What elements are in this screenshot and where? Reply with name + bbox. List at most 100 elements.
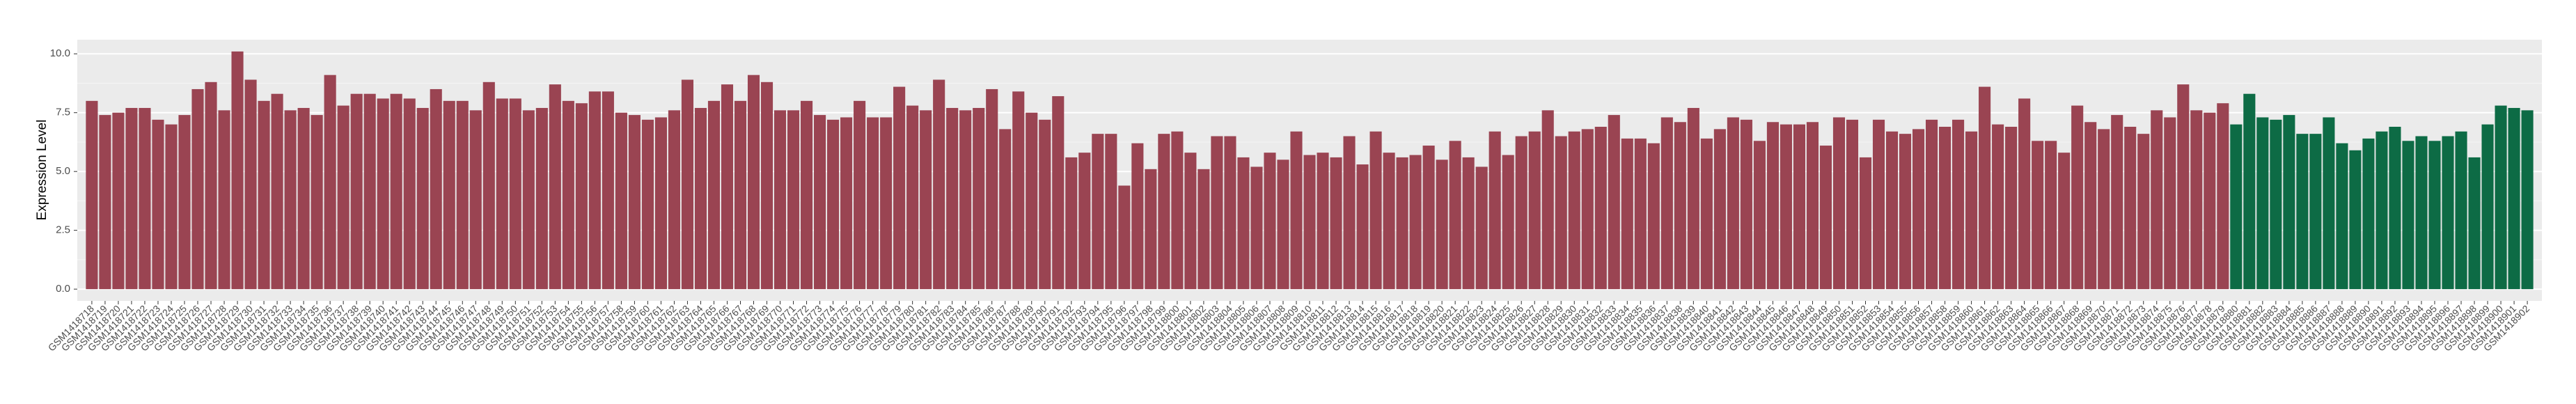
bar bbox=[2323, 117, 2335, 290]
bar bbox=[244, 79, 257, 290]
bar bbox=[2151, 110, 2163, 290]
y-tick-label: 0.0 bbox=[56, 283, 70, 295]
bar bbox=[867, 117, 879, 290]
bar bbox=[469, 110, 482, 290]
bar bbox=[814, 115, 826, 290]
bar bbox=[522, 110, 535, 290]
bar bbox=[734, 100, 747, 290]
bar bbox=[337, 105, 350, 290]
bar bbox=[2190, 110, 2203, 290]
bar bbox=[1939, 127, 1951, 290]
bar bbox=[549, 84, 561, 290]
bar bbox=[641, 119, 654, 290]
bar bbox=[99, 115, 111, 290]
bar bbox=[893, 86, 906, 290]
bar bbox=[2389, 127, 2401, 290]
bar bbox=[1026, 112, 1038, 290]
bar bbox=[1502, 155, 1514, 290]
bar bbox=[1687, 107, 1699, 290]
bar bbox=[1171, 131, 1184, 290]
bar bbox=[1449, 141, 1461, 290]
bar bbox=[2362, 138, 2375, 290]
bar bbox=[986, 88, 998, 290]
bar bbox=[205, 81, 217, 290]
bar bbox=[1700, 138, 1713, 290]
bar bbox=[1224, 136, 1236, 290]
bar bbox=[615, 112, 627, 290]
bar bbox=[1766, 122, 1779, 290]
bar bbox=[1237, 157, 1250, 290]
y-tick-label: 5.0 bbox=[56, 165, 70, 177]
bar bbox=[2018, 98, 2031, 290]
bar bbox=[1462, 157, 1475, 290]
bar bbox=[562, 100, 574, 290]
bar bbox=[2468, 157, 2481, 290]
bar bbox=[430, 88, 442, 290]
y-axis-label: Expression Level bbox=[35, 120, 49, 221]
bar bbox=[959, 110, 972, 290]
bar bbox=[2283, 115, 2295, 290]
bar bbox=[1039, 119, 1051, 290]
bar bbox=[654, 117, 667, 290]
bar bbox=[1872, 119, 1885, 290]
bar bbox=[880, 117, 893, 290]
bar bbox=[2296, 134, 2309, 290]
bar bbox=[2495, 105, 2507, 290]
bar bbox=[1118, 185, 1131, 290]
bar bbox=[86, 100, 98, 290]
bar bbox=[152, 119, 164, 290]
bar bbox=[2217, 103, 2229, 290]
bar bbox=[602, 91, 614, 290]
bar bbox=[668, 110, 680, 290]
bar bbox=[1780, 124, 1792, 290]
bar bbox=[297, 107, 310, 290]
bar bbox=[1383, 153, 1395, 290]
bar bbox=[1250, 166, 1263, 290]
bar bbox=[694, 107, 707, 290]
bar bbox=[2032, 141, 2044, 290]
bar bbox=[2243, 93, 2256, 290]
bar bbox=[2256, 117, 2269, 290]
bar bbox=[1992, 124, 2004, 290]
bar bbox=[2336, 143, 2348, 290]
bar bbox=[946, 107, 959, 290]
bar bbox=[840, 117, 853, 290]
bar bbox=[191, 88, 204, 290]
bar bbox=[1369, 131, 1382, 290]
y-tick-label: 7.5 bbox=[56, 107, 70, 118]
bar bbox=[2084, 122, 2097, 290]
bar bbox=[1727, 117, 1739, 290]
bar bbox=[933, 79, 945, 290]
bar bbox=[1885, 131, 1899, 290]
bar bbox=[1647, 143, 1660, 290]
bar bbox=[787, 110, 800, 290]
bar bbox=[1846, 119, 1859, 290]
bar bbox=[628, 115, 641, 290]
bar bbox=[1184, 153, 1197, 290]
bar bbox=[2204, 112, 2216, 290]
bar bbox=[1832, 117, 1846, 290]
bar bbox=[403, 98, 416, 290]
bar bbox=[1634, 138, 1647, 290]
bar bbox=[218, 110, 230, 290]
bar bbox=[1979, 86, 1991, 290]
bar bbox=[416, 107, 429, 290]
bar bbox=[324, 75, 336, 290]
bar bbox=[2111, 115, 2123, 290]
bar bbox=[456, 100, 469, 290]
bar bbox=[2402, 141, 2414, 290]
bar bbox=[139, 107, 151, 290]
bar bbox=[271, 93, 283, 290]
bar bbox=[2137, 134, 2150, 290]
bar bbox=[1317, 153, 1329, 290]
bar bbox=[258, 100, 270, 290]
bar bbox=[588, 91, 601, 290]
bar bbox=[1568, 131, 1580, 290]
bar bbox=[1131, 143, 1144, 290]
bar bbox=[827, 119, 840, 290]
bar bbox=[2164, 117, 2176, 290]
bar bbox=[1052, 96, 1065, 290]
bar bbox=[906, 105, 919, 290]
bar bbox=[1555, 136, 1567, 290]
bar bbox=[2415, 136, 2428, 290]
